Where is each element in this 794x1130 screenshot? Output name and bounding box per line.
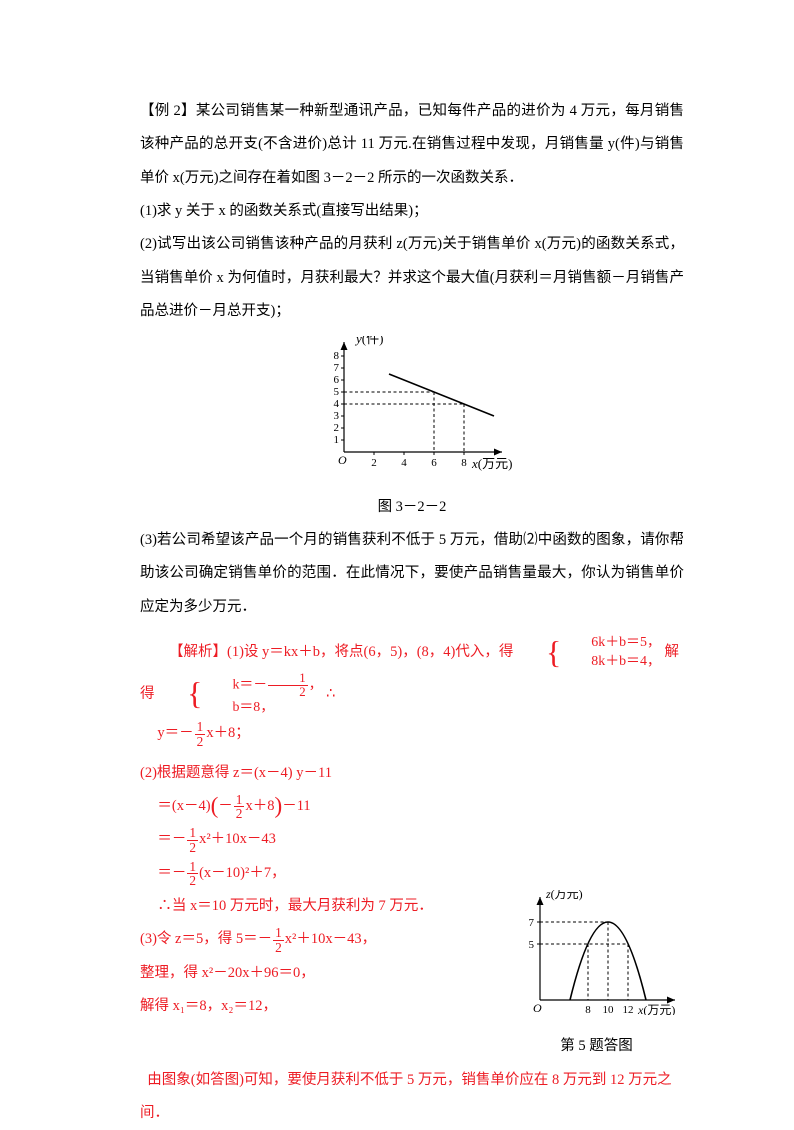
svg-text:y(件): y(件)	[354, 336, 383, 346]
chart-2-svg: 5 7 8 10 12 O	[512, 890, 682, 1015]
svg-text:10: 10	[602, 1004, 614, 1015]
svg-text:z(万元): z(万元)	[545, 890, 583, 901]
sol-1-pre: 【解析】(1)设 y＝kx＋b，将点(6，5)，(8，4)代入，得	[169, 644, 517, 660]
problem-q1: (1)求 y 关于 x 的函数关系式(直接写出结果)；	[140, 195, 684, 228]
sol-3-final: 由图象(如答图)可知，要使月获利不低于 5 万元，销售单价应在 8 万元到 12…	[140, 1064, 684, 1130]
svg-text:O: O	[338, 453, 347, 467]
svg-text:x(万元): x(万元)	[637, 1003, 675, 1015]
figure-1: 123 456 78 24 68 O y(件) x(万元)	[140, 336, 684, 484]
sol-2-head: (2)根据题意得 z＝(x－4) y－11	[140, 757, 684, 790]
svg-text:8: 8	[585, 1004, 591, 1015]
svg-text:5: 5	[528, 939, 534, 951]
svg-text:8: 8	[333, 350, 339, 362]
svg-text:6: 6	[333, 374, 339, 386]
problem-q3: (3)若公司希望该产品一个月的销售获利不低于 5 万元，借助⑵中函数的图象，请你…	[140, 524, 684, 624]
equation-system-2: {k＝－12，b＝8，	[158, 672, 322, 717]
bottom-row: ∴当 x＝10 万元时，最大月获利为 7 万元． (3)令 z＝5，得 5＝－1…	[140, 890, 684, 1064]
svg-text:O: O	[533, 1001, 542, 1015]
sol-2-l4: ∴当 x＝10 万元时，最大月获利为 7 万元．	[157, 890, 491, 923]
svg-text:2: 2	[333, 422, 339, 434]
figure-2: 5 7 8 10 12 O	[509, 890, 684, 1064]
sol-2-l1: ＝(x－4)(－12x＋8)－11	[157, 790, 684, 823]
problem-intro: 【例 2】某公司销售某一种新型通讯产品，已知每件产品的进价为 4 万元，每月销售…	[140, 95, 684, 195]
sol-2-l2: ＝－12x²＋10x－43	[157, 823, 684, 856]
svg-text:x(万元): x(万元)	[471, 456, 512, 471]
sol-1-line2: y＝－12x＋8；	[157, 717, 684, 750]
sol-1-end: ∴	[326, 686, 335, 702]
sol-3-l3: 解得 x₁＝8，x₂＝12，	[140, 990, 491, 1023]
svg-text:3: 3	[333, 410, 339, 422]
sol-3-l2: 整理，得 x²－20x＋96＝0，	[140, 957, 491, 990]
svg-text:4: 4	[401, 457, 407, 469]
sol-1-line1: 【解析】(1)设 y＝kx＋b，将点(6，5)，(8，4)代入，得 {6k＋b＝…	[140, 634, 684, 717]
svg-text:12: 12	[622, 1004, 633, 1015]
chart-1-svg: 123 456 78 24 68 O y(件) x(万元)	[310, 336, 515, 471]
svg-text:1: 1	[333, 434, 339, 446]
sol-2-l3: ＝－12(x－10)²＋7，	[157, 857, 684, 890]
svg-text:4: 4	[333, 398, 339, 410]
svg-text:5: 5	[333, 386, 339, 398]
problem-q2: (2)试写出该公司销售该种产品的月获利 z(万元)关于销售单价 x(万元)的函数…	[140, 228, 684, 328]
figure-1-caption: 图 3－2－2	[140, 491, 684, 524]
svg-text:7: 7	[333, 362, 339, 374]
svg-text:6: 6	[431, 457, 437, 469]
svg-text:8: 8	[461, 457, 467, 469]
sol-3-head: (3)令 z＝5，得 5＝－12x²＋10x－43，	[140, 923, 491, 956]
figure-2-caption: 第 5 题答图	[509, 1030, 684, 1063]
svg-text:7: 7	[528, 917, 534, 929]
solution-block: 【解析】(1)设 y＝kx＋b，将点(6，5)，(8，4)代入，得 {6k＋b＝…	[140, 634, 684, 1130]
equation-system-1: {6k＋b＝5，8k＋b＝4，	[517, 634, 661, 672]
svg-text:2: 2	[371, 457, 377, 469]
